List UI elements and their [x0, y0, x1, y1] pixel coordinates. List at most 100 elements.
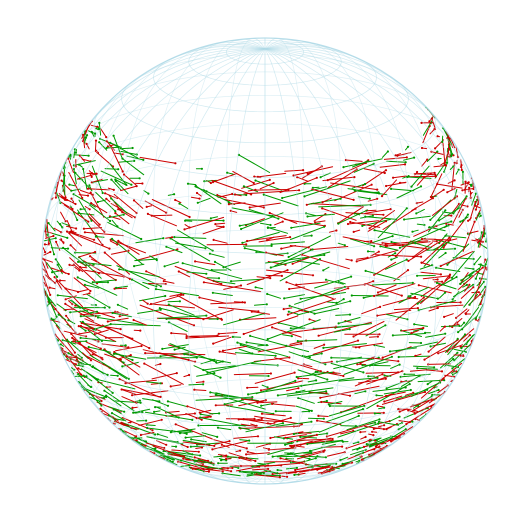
- vector-tip: [322, 450, 325, 453]
- green-vector: [418, 300, 457, 311]
- red-vector: [319, 385, 380, 399]
- red-vector: [460, 159, 463, 171]
- vector-tip: [376, 197, 379, 200]
- red-vector: [352, 346, 360, 348]
- green-vector: [62, 247, 87, 267]
- vector-tip: [130, 278, 134, 281]
- vector-tip: [342, 166, 345, 169]
- red-vector: [392, 175, 407, 179]
- vector-tip: [254, 286, 257, 289]
- vector-tip: [302, 169, 305, 172]
- green-vector: [209, 253, 225, 258]
- green-vector: [69, 310, 89, 313]
- vector-tip: [124, 382, 127, 385]
- vector-tip: [231, 335, 234, 338]
- vector-tip: [397, 408, 400, 411]
- red-vector: [178, 271, 191, 278]
- vector-tip: [377, 250, 380, 253]
- vector-tip: [248, 206, 251, 209]
- red-vector: [300, 449, 326, 457]
- green-vector: [157, 433, 169, 438]
- vector-tip: [175, 372, 178, 375]
- vector-tip: [423, 358, 426, 361]
- red-vector: [50, 267, 70, 275]
- vector-tip: [348, 328, 351, 331]
- vector-tip: [473, 220, 476, 223]
- green-vector: [439, 292, 446, 299]
- green-vector: [427, 209, 446, 233]
- vector-tip: [250, 193, 253, 196]
- vector-tip: [64, 198, 67, 201]
- vector-tip: [262, 206, 265, 209]
- vector-tip: [159, 285, 162, 288]
- vector-tip: [194, 260, 197, 263]
- red-vector: [44, 259, 49, 269]
- vector-tip: [285, 281, 288, 284]
- vector-tip: [384, 220, 388, 223]
- vector-tip: [484, 266, 487, 269]
- red-vector: [279, 177, 318, 194]
- vector-tip: [308, 356, 311, 359]
- vector-tip: [484, 258, 487, 261]
- vector-tip: [319, 176, 322, 179]
- green-vector: [132, 438, 163, 454]
- vector-tip: [49, 293, 52, 296]
- vector-tip: [361, 224, 364, 227]
- red-vector: [151, 372, 178, 380]
- green-vector: [383, 389, 412, 395]
- vector-tip: [456, 351, 459, 354]
- green-vector: [170, 237, 211, 262]
- red-vector: [114, 212, 130, 225]
- vector-tip: [326, 179, 329, 182]
- meridian-line: [264, 43, 409, 474]
- green-vector: [187, 183, 197, 186]
- vector-tip: [74, 304, 77, 307]
- green-vector: [88, 346, 112, 353]
- vector-tip: [105, 395, 108, 399]
- red-vector: [353, 321, 385, 337]
- vector-tip: [174, 445, 178, 448]
- vector-tip: [370, 183, 373, 186]
- vector-tip: [265, 303, 268, 306]
- vector-tip: [103, 251, 106, 254]
- vector-tip: [299, 435, 302, 438]
- vector-tip: [88, 292, 91, 295]
- vector-tip: [211, 448, 214, 451]
- red-vector: [354, 373, 383, 387]
- red-vector: [190, 196, 200, 200]
- vector-tip: [222, 225, 225, 228]
- vector-tip: [94, 250, 97, 254]
- green-vector: [159, 454, 175, 460]
- vector-tip: [101, 191, 104, 195]
- red-vector: [320, 361, 333, 364]
- vector-tip: [464, 180, 467, 183]
- green-vector: [412, 328, 423, 332]
- vector-tip: [188, 373, 191, 377]
- vector-tip: [339, 459, 342, 462]
- red-vector: [369, 210, 395, 229]
- green-vector: [109, 163, 127, 186]
- red-vector: [180, 443, 189, 448]
- green-vector: [75, 356, 93, 368]
- vector-tip: [246, 450, 249, 453]
- vector-tip: [119, 358, 122, 361]
- vector-tip: [106, 281, 110, 284]
- red-vector: [122, 422, 130, 427]
- vector-tip: [91, 131, 94, 134]
- vector-tip: [131, 406, 134, 409]
- vector-tip: [288, 304, 291, 307]
- green-vector: [240, 471, 253, 474]
- vector-tip: [197, 450, 200, 453]
- vector-tip: [259, 472, 262, 475]
- green-vector: [45, 224, 55, 255]
- green-vector: [88, 204, 111, 222]
- green-vector: [451, 250, 475, 279]
- vector-tip: [272, 181, 275, 185]
- vector-tip: [374, 445, 377, 448]
- green-vector: [282, 334, 293, 337]
- vector-tip: [375, 394, 378, 397]
- red-vector: [222, 345, 247, 352]
- vector-tip: [468, 303, 471, 306]
- vector-tip: [430, 117, 433, 120]
- vector-tip: [162, 280, 165, 283]
